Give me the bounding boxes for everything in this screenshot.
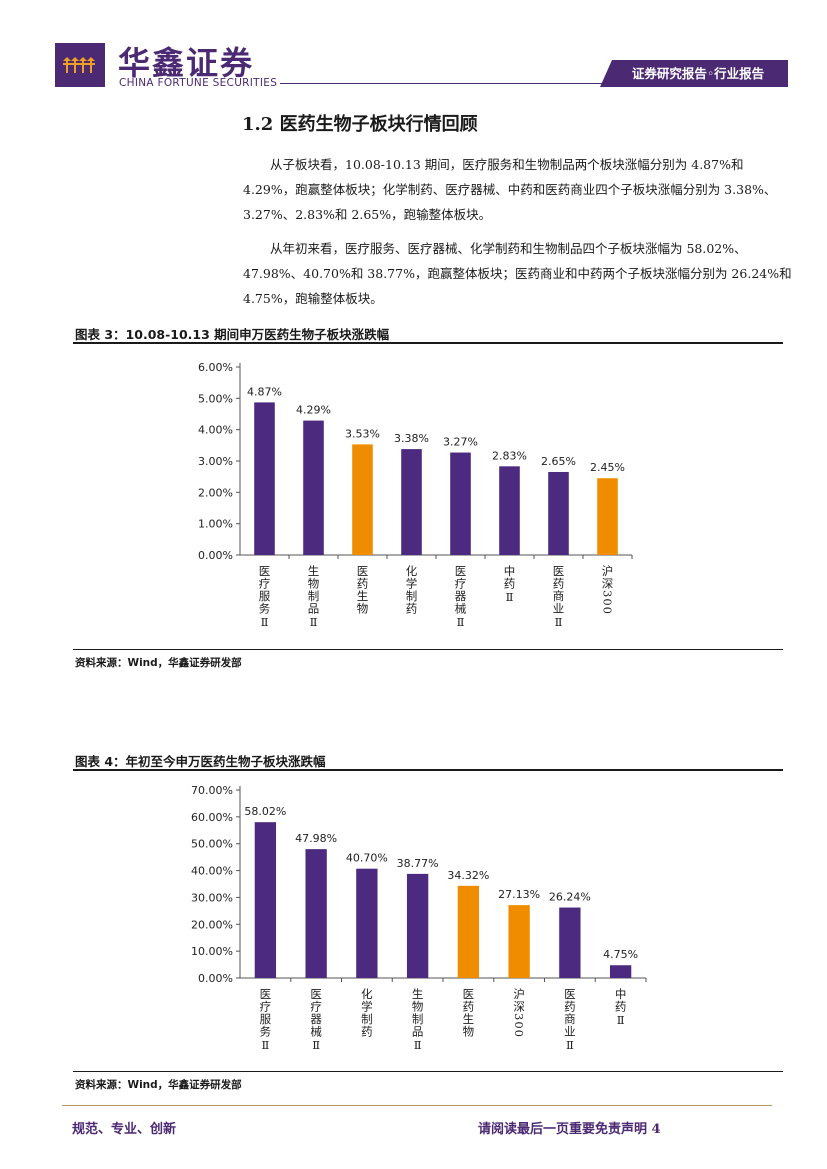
- bar: [352, 444, 373, 555]
- figure-source: 资料来源：Wind，华鑫证券研发部: [75, 1079, 242, 1091]
- y-tick-label: 5.00%: [198, 392, 233, 405]
- category-label: 医药商业Ⅱ: [563, 988, 577, 1053]
- data-label: 58.02%: [244, 805, 286, 818]
- data-label: 3.38%: [394, 432, 429, 445]
- bar: [499, 466, 520, 555]
- y-tick-label: 70.00%: [191, 784, 233, 797]
- brand-name-cn: 华鑫证券: [118, 44, 255, 82]
- data-label: 2.45%: [590, 461, 625, 474]
- y-tick-label: 10.00%: [191, 945, 233, 958]
- paragraph: 从子板块看，10.08-10.13 期间，医疗服务和生物制品两个板块涨幅分别为 …: [243, 157, 777, 222]
- category-label: 医药生物: [356, 565, 370, 615]
- data-label: 40.70%: [346, 852, 388, 865]
- category-label: 化学制药: [360, 987, 374, 1038]
- paragraph: 从年初来看，医疗服务、医疗器械、化学制药和生物制品四个子板块涨幅为 58.02%…: [243, 241, 792, 306]
- y-tick-label: 30.00%: [191, 891, 233, 904]
- bar: [457, 885, 480, 978]
- footer-slogan: 规范、专业、创新: [72, 1122, 177, 1137]
- bar: [406, 873, 429, 978]
- y-tick-label: 3.00%: [198, 455, 233, 468]
- bar-chart-weekly: 0.00% 1.00% 2.00% 3.00% 4.00% 5.00% 6.00% 4.87%…: [198, 361, 633, 630]
- category-label: 沪深300: [601, 564, 615, 615]
- logo-tree-icon: [63, 57, 95, 73]
- bar: [450, 452, 471, 555]
- data-label: 2.83%: [492, 449, 527, 462]
- figure-source: 资料来源：Wind，华鑫证券研发部: [75, 657, 242, 669]
- figure-top-rule: [73, 342, 783, 344]
- bar: [356, 868, 378, 978]
- category-label: 沪深300: [512, 987, 526, 1038]
- data-label: 27.13%: [498, 888, 540, 901]
- y-tick-label: 60.00%: [191, 811, 233, 824]
- data-label: 26.24%: [549, 891, 591, 904]
- category-label: 医疗器械Ⅱ: [309, 988, 323, 1053]
- y-tick-label: 20.00%: [191, 918, 233, 931]
- data-label: 47.98%: [295, 832, 337, 845]
- footer-disclaimer-note: 请阅读最后一页重要免责声明 4: [478, 1122, 661, 1137]
- category-label: 医疗服务Ⅱ: [258, 565, 272, 630]
- data-label: 4.29%: [296, 404, 331, 417]
- section-title: 1.2 医药生物子板块行情回顾: [242, 114, 478, 135]
- bar: [254, 402, 275, 555]
- data-label: 4.75%: [603, 948, 638, 961]
- brand-name-en: CHINA FORTUNE SECURITIES: [119, 77, 278, 89]
- bar-chart-ytd: 0.00% 10.00% 20.00% 30.00% 40.00% 50.00% 60.00…: [191, 784, 647, 1053]
- y-tick-label: 6.00%: [198, 361, 233, 374]
- figure-title: 图表 4：年初至今申万医药生物子板块涨跌幅: [75, 754, 326, 769]
- data-label: 2.65%: [541, 455, 576, 468]
- data-label: 38.77%: [397, 857, 439, 870]
- y-tick-label: 2.00%: [198, 486, 233, 499]
- y-tick-label: 0.00%: [198, 972, 233, 985]
- bar: [254, 822, 277, 978]
- category-label: 生物制品Ⅱ: [307, 564, 321, 630]
- data-label: 4.87%: [247, 385, 282, 398]
- category-label: 医疗服务Ⅱ: [258, 988, 272, 1053]
- bar: [303, 420, 324, 555]
- bar: [597, 478, 618, 555]
- figure-bottom-rule: [73, 1071, 783, 1072]
- bar: [609, 965, 632, 978]
- bar: [559, 907, 581, 978]
- company-logo: [55, 43, 105, 87]
- category-label: 中药Ⅱ: [614, 988, 628, 1028]
- figure-title: 图表 3：10.08-10.13 期间申万医药生物子板块涨跌幅: [75, 327, 390, 342]
- data-label: 3.27%: [443, 436, 478, 449]
- category-label: 医药生物: [461, 988, 475, 1038]
- category-label: 医疗器械Ⅱ: [454, 565, 468, 630]
- footer-divider: [62, 1105, 772, 1106]
- report-type-tag: 证券研究报告◦行业报告: [600, 60, 788, 87]
- category-label: 生物制品Ⅱ: [411, 987, 425, 1053]
- y-tick-label: 50.00%: [191, 838, 233, 851]
- category-label: 化学制药: [405, 564, 419, 615]
- y-tick-label: 0.00%: [198, 549, 233, 562]
- category-label: 医药商业Ⅱ: [552, 565, 566, 630]
- figure-bottom-rule: [73, 649, 783, 650]
- y-tick-label: 1.00%: [198, 518, 233, 531]
- data-label: 34.32%: [447, 869, 489, 882]
- category-label: 中药Ⅱ: [503, 565, 517, 605]
- data-label: 3.53%: [345, 427, 380, 440]
- y-tick-label: 40.00%: [191, 865, 233, 878]
- header-divider: [280, 83, 610, 84]
- bar: [401, 449, 422, 555]
- y-tick-label: 4.00%: [198, 424, 233, 437]
- figure-top-rule: [73, 769, 783, 771]
- bar: [305, 849, 327, 978]
- bar: [548, 471, 569, 555]
- bar: [508, 905, 530, 978]
